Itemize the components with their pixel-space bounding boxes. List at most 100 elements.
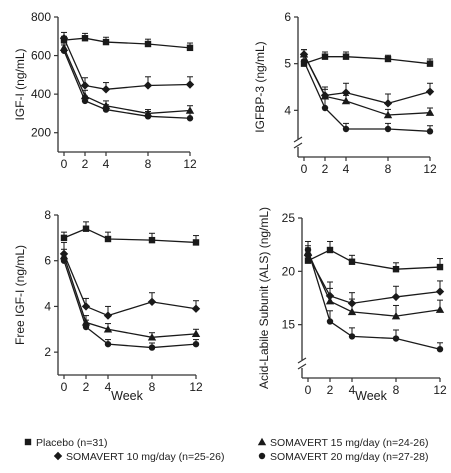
y-tick-label: 800	[31, 10, 51, 24]
chart-panel-3: 2 4 6 8 0 2 4 8 12 Free IGF-I (ng/mL) Week	[13, 208, 203, 403]
x-tick-label: 4	[105, 380, 112, 394]
series-triangle	[59, 42, 195, 117]
x-tick-label: 0	[61, 380, 68, 394]
data-point	[341, 96, 351, 105]
series-triangle	[303, 245, 445, 320]
data-point	[426, 60, 434, 67]
series-triangle	[299, 49, 435, 119]
x-tick-label: 8	[385, 162, 392, 176]
series-square	[300, 51, 434, 67]
data-point	[325, 297, 335, 305]
data-point	[341, 88, 351, 97]
y-tick-label: 6	[284, 10, 291, 24]
x-tick-label: 4	[349, 383, 356, 397]
data-point	[82, 225, 90, 232]
x-tick-label: 12	[433, 383, 447, 397]
data-point	[435, 305, 445, 313]
x-axis-label: Week	[355, 389, 387, 403]
x-axis-label: Week	[111, 389, 143, 403]
data-point	[304, 246, 312, 254]
data-point	[102, 38, 110, 46]
y-axis-label: IGF-I (ng/mL)	[13, 48, 27, 120]
data-point	[299, 50, 309, 58]
data-point	[320, 92, 330, 100]
legend-marker-square	[24, 438, 32, 446]
data-point	[103, 325, 113, 333]
y-tick-label: 200	[31, 126, 51, 140]
data-point	[391, 292, 401, 302]
data-point	[347, 307, 357, 316]
data-point	[103, 311, 113, 320]
data-point	[102, 106, 110, 113]
data-point	[326, 246, 334, 254]
y-axis-label: Free IGF-I (ng/mL)	[13, 245, 27, 345]
data-point	[60, 234, 68, 242]
axis-break-mark	[297, 357, 307, 364]
data-point	[82, 323, 90, 331]
data-point	[321, 104, 329, 112]
y-tick-label: 20	[282, 264, 296, 278]
y-tick-label: 2	[44, 345, 51, 359]
x-tick-label: 8	[149, 380, 156, 394]
x-tick-label: 2	[327, 383, 334, 397]
series-diamond	[59, 31, 195, 94]
chart-panel-4: 15 20 25 0 2 4 8 12 Acid-Labile Subunit (ALS) (n…	[257, 207, 447, 403]
data-point	[144, 40, 152, 48]
series-line	[63, 260, 197, 349]
data-point	[148, 236, 156, 244]
data-point	[300, 58, 308, 65]
axis-break-mark	[293, 142, 303, 149]
x-tick-label: 4	[343, 162, 350, 176]
y-tick-label: 600	[31, 49, 51, 63]
x-tick-label: 0	[301, 162, 308, 176]
data-point	[342, 125, 350, 133]
series-square	[60, 221, 200, 246]
x-tick-label: 12	[423, 162, 437, 176]
x-tick-label: 8	[393, 383, 400, 397]
data-point	[191, 329, 201, 338]
data-point	[60, 257, 68, 264]
legend-markers	[24, 437, 267, 461]
data-point	[186, 44, 194, 52]
legend-marker-circle	[258, 452, 266, 460]
data-point	[348, 258, 356, 265]
series-circle	[60, 253, 200, 351]
y-tick-label: 15	[282, 318, 296, 332]
series-square	[60, 32, 194, 52]
data-point	[81, 35, 89, 42]
data-point	[304, 257, 312, 264]
data-point	[104, 340, 112, 348]
series-diamond	[303, 247, 445, 308]
x-tick-label: 2	[82, 157, 89, 171]
y-tick-label: 400	[31, 87, 51, 101]
data-point	[436, 263, 444, 271]
chart-panel-1: 200 400 600 800 0 2 4 8 12 IGF-I (ng/mL)	[13, 10, 197, 171]
data-point	[425, 108, 435, 116]
data-point	[383, 99, 393, 108]
y-tick-label: 4	[44, 299, 51, 313]
data-point	[425, 87, 435, 96]
data-point	[383, 110, 393, 119]
data-point	[426, 128, 434, 135]
data-point	[147, 297, 157, 307]
data-point	[143, 81, 153, 90]
series-line	[307, 251, 441, 317]
data-point	[192, 340, 200, 348]
data-point	[384, 125, 392, 133]
y-tick-label: 25	[282, 211, 296, 225]
data-point	[342, 53, 350, 60]
data-point	[435, 287, 445, 296]
x-tick-label: 2	[83, 380, 90, 394]
data-point	[348, 333, 356, 340]
y-tick-label: 6	[44, 254, 51, 268]
legend-marker-diamond	[53, 451, 63, 461]
data-point	[186, 115, 194, 122]
data-point	[384, 55, 392, 63]
data-point	[81, 302, 91, 311]
y-tick-label: 4	[284, 103, 291, 117]
data-point	[80, 81, 90, 90]
data-point	[436, 346, 444, 353]
y-tick-label: 5	[284, 57, 291, 71]
